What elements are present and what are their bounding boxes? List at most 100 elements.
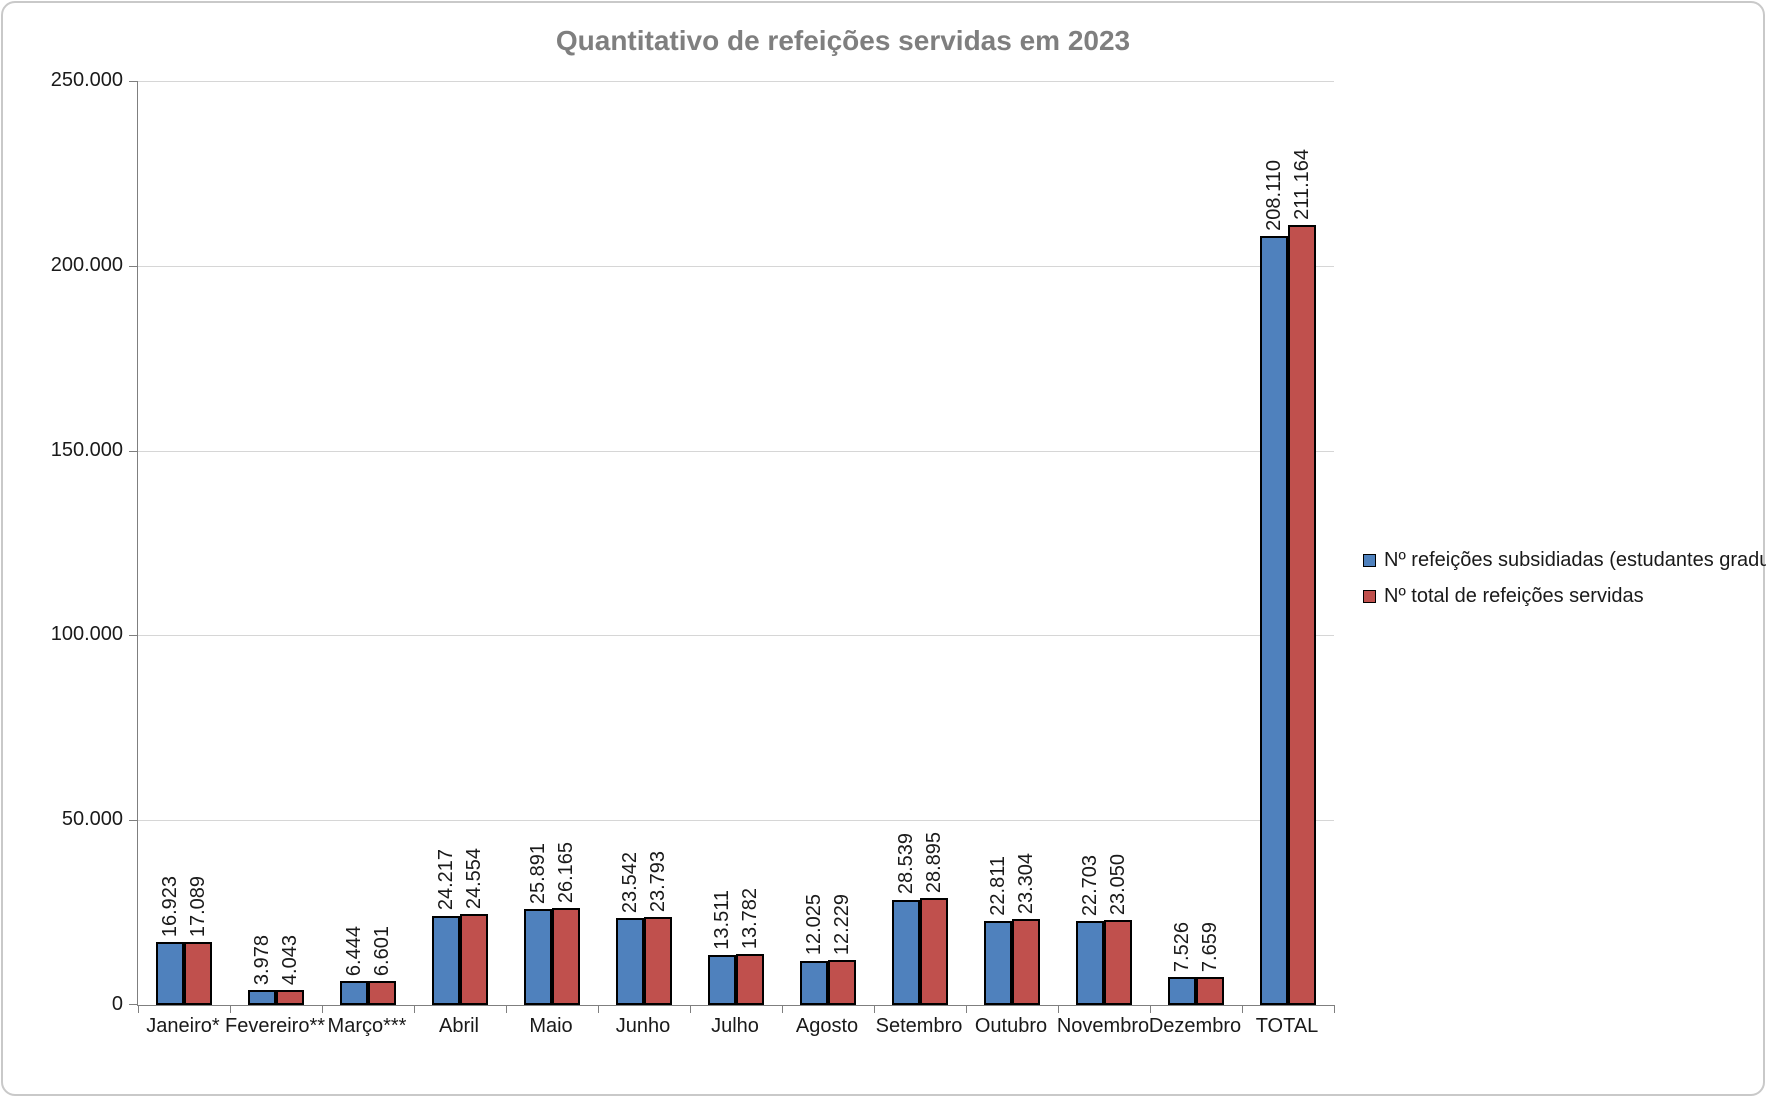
x-axis-tick <box>690 1005 691 1013</box>
bar-value-label: 208.110 <box>1263 160 1285 231</box>
x-axis-tick <box>506 1005 507 1013</box>
bar <box>460 914 488 1005</box>
x-tick-label: Outubro <box>974 1015 1048 1037</box>
bar <box>276 990 304 1005</box>
y-tick-label: 200.000 <box>50 253 123 276</box>
x-tick-label: Dezembro <box>1148 1015 1242 1037</box>
bar-value-label: 13.782 <box>739 887 761 950</box>
x-tick-label: Agosto <box>795 1015 859 1037</box>
bar <box>1076 921 1104 1005</box>
bar-value-label: 7.526 <box>1171 922 1193 973</box>
bar <box>432 915 460 1005</box>
legend-item-total: Nº total de refeições servidas <box>1363 585 1766 608</box>
bar-value-label: 12.025 <box>803 894 825 956</box>
y-tick-label: 50.000 <box>61 808 123 831</box>
x-axis-tick <box>1150 1005 1151 1013</box>
gridline <box>138 81 1334 82</box>
legend-label-total: Nº total de refeições servidas <box>1384 585 1644 607</box>
gridline <box>138 265 1334 267</box>
bar <box>1012 918 1040 1005</box>
bar-value-label: 22.811 <box>987 856 1009 916</box>
y-tick-label: 250.000 <box>50 69 123 91</box>
bar-value-label: 3.978 <box>251 935 273 986</box>
bar <box>156 942 184 1005</box>
chart-title: Quantitativo de refeições servidas em 20… <box>555 25 1131 56</box>
bar-value-label: 16.923 <box>159 876 181 938</box>
y-axis-tick <box>129 81 138 82</box>
bar-value-label: 23.793 <box>647 850 669 913</box>
x-tick-label: TOTAL <box>1255 1015 1319 1037</box>
y-tick-label: 100.000 <box>50 623 123 646</box>
x-tick-label: Maio <box>529 1015 573 1037</box>
bar-value-label: 28.539 <box>895 833 917 895</box>
legend: Nº refeições subsidiadas (estudantes gra… <box>1363 549 1766 621</box>
bar <box>644 917 672 1005</box>
gridline <box>138 635 1334 637</box>
x-tick-label: Abril <box>438 1015 480 1037</box>
bar-value-label: 24.554 <box>463 848 485 910</box>
bar-value-label: 24.217 <box>435 849 457 911</box>
bar <box>892 899 920 1005</box>
x-tick-label: Junho <box>615 1015 671 1037</box>
legend-swatch-red-icon <box>1363 590 1376 603</box>
bar-value-label: 23.542 <box>619 851 641 913</box>
bar-value-label: 6.601 <box>371 925 393 976</box>
y-axis-tick <box>129 450 138 452</box>
bar-value-label: 7.659 <box>1199 921 1221 972</box>
bar <box>184 941 212 1005</box>
bar-value-label: 28.895 <box>923 832 945 894</box>
x-axis-tick <box>138 1005 139 1013</box>
gridline <box>138 450 1334 452</box>
bar <box>1196 976 1224 1005</box>
bar <box>368 980 396 1005</box>
x-axis-tick <box>598 1005 599 1013</box>
gridline <box>138 820 1334 822</box>
x-axis-tick <box>1334 1005 1335 1013</box>
bar-value-label: 17.089 <box>187 875 209 937</box>
y-tick-label: 0 <box>111 993 123 1015</box>
bar-value-label: 211.164 <box>1291 148 1313 220</box>
bar-value-label: 23.304 <box>1015 852 1037 914</box>
y-axis-tick <box>129 635 138 637</box>
bar-value-label: 23.050 <box>1107 853 1129 915</box>
x-tick-label: Março*** <box>327 1015 407 1037</box>
y-tick-label: 150.000 <box>50 438 123 461</box>
bar <box>616 918 644 1005</box>
x-axis-tick <box>1058 1005 1059 1013</box>
bar-value-label: 4.043 <box>279 935 301 986</box>
legend-label-subsidiadas: Nº refeições subsidiadas (estudantes gra… <box>1384 549 1766 571</box>
x-tick-label: Julho <box>711 1015 759 1037</box>
x-axis-tick <box>322 1005 323 1013</box>
y-axis-tick <box>129 1004 138 1005</box>
x-tick-label: Fevereiro** <box>224 1015 326 1037</box>
x-axis-tick <box>966 1005 967 1013</box>
bar <box>552 908 580 1005</box>
x-axis-tick <box>230 1005 231 1013</box>
bar <box>1168 977 1196 1005</box>
bar-value-label: 13.511 <box>711 890 733 951</box>
bar-value-label: 26.165 <box>555 842 577 904</box>
legend-swatch-blue-icon <box>1363 554 1376 567</box>
bar-value-label: 6.444 <box>343 926 365 977</box>
bar <box>524 909 552 1005</box>
plot-area: 16.923 17.089 3.978 4.043 6.444 6.601 24.217 24… <box>129 81 1335 1013</box>
bar <box>1260 235 1288 1005</box>
x-axis-tick <box>782 1005 783 1013</box>
bar <box>920 898 948 1005</box>
y-axis: 0 50.000 100.000 150.000 200.000 250.000 <box>23 69 123 1015</box>
bar <box>984 920 1012 1005</box>
x-axis: Janeiro* Fevereiro** Março*** Abril Maio Junh… <box>137 1015 1333 1045</box>
bar-value-label: 22.703 <box>1079 854 1101 917</box>
bar <box>708 955 736 1005</box>
x-tick-label: Janeiro* <box>146 1015 220 1037</box>
bar <box>340 981 368 1005</box>
bar-value-label: 25.891 <box>527 843 549 905</box>
x-axis-tick <box>414 1005 415 1013</box>
legend-item-subsidiadas: Nº refeições subsidiadas (estudantes gra… <box>1363 549 1766 572</box>
bar <box>248 990 276 1005</box>
bar <box>736 954 764 1005</box>
y-axis-tick <box>129 820 138 822</box>
y-axis-tick <box>129 265 138 267</box>
bar <box>1288 224 1316 1005</box>
